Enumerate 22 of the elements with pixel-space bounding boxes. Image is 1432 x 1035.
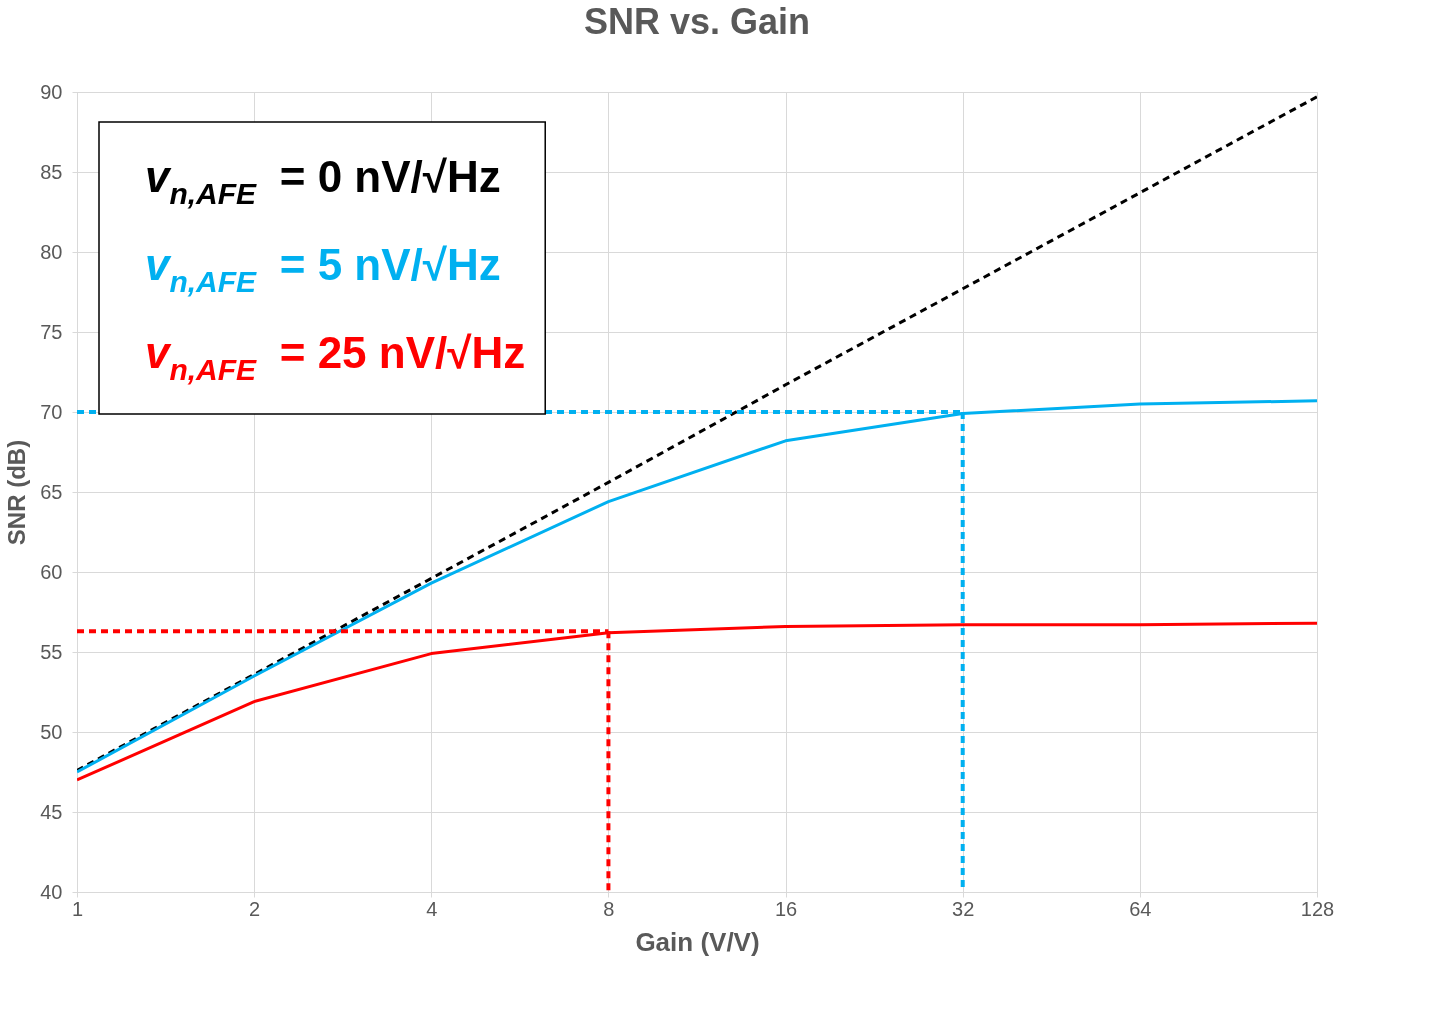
y-tick-label: 75 (40, 320, 63, 343)
x-tick-label: 8 (603, 897, 615, 920)
y-axis-title: SNR (dB) (3, 439, 31, 546)
y-tick-label: 55 (40, 640, 63, 663)
y-tick-label: 65 (40, 480, 63, 503)
y-tick-label: 70 (40, 400, 63, 423)
y-tick-label: 40 (40, 880, 63, 903)
y-tick-label: 50 (40, 720, 63, 743)
y-tick-label: 90 (40, 80, 63, 103)
x-axis-title: Gain (V/V) (635, 926, 760, 957)
chart-title: SNR vs. Gain (583, 1, 811, 42)
x-tick-label: 1 (71, 897, 84, 920)
y-tick-label: 85 (40, 160, 63, 183)
x-tick-label: 4 (426, 897, 438, 920)
y-tick-label: 60 (40, 560, 63, 583)
x-tick-label: 16 (774, 897, 798, 920)
x-tick-label: 128 (1300, 897, 1335, 920)
x-tick-label: 2 (249, 897, 261, 920)
y-tick-label: 80 (40, 240, 63, 263)
y-tick-label: 45 (40, 800, 63, 823)
x-tick-label: 32 (952, 897, 975, 920)
x-tick-label: 64 (1129, 897, 1152, 920)
